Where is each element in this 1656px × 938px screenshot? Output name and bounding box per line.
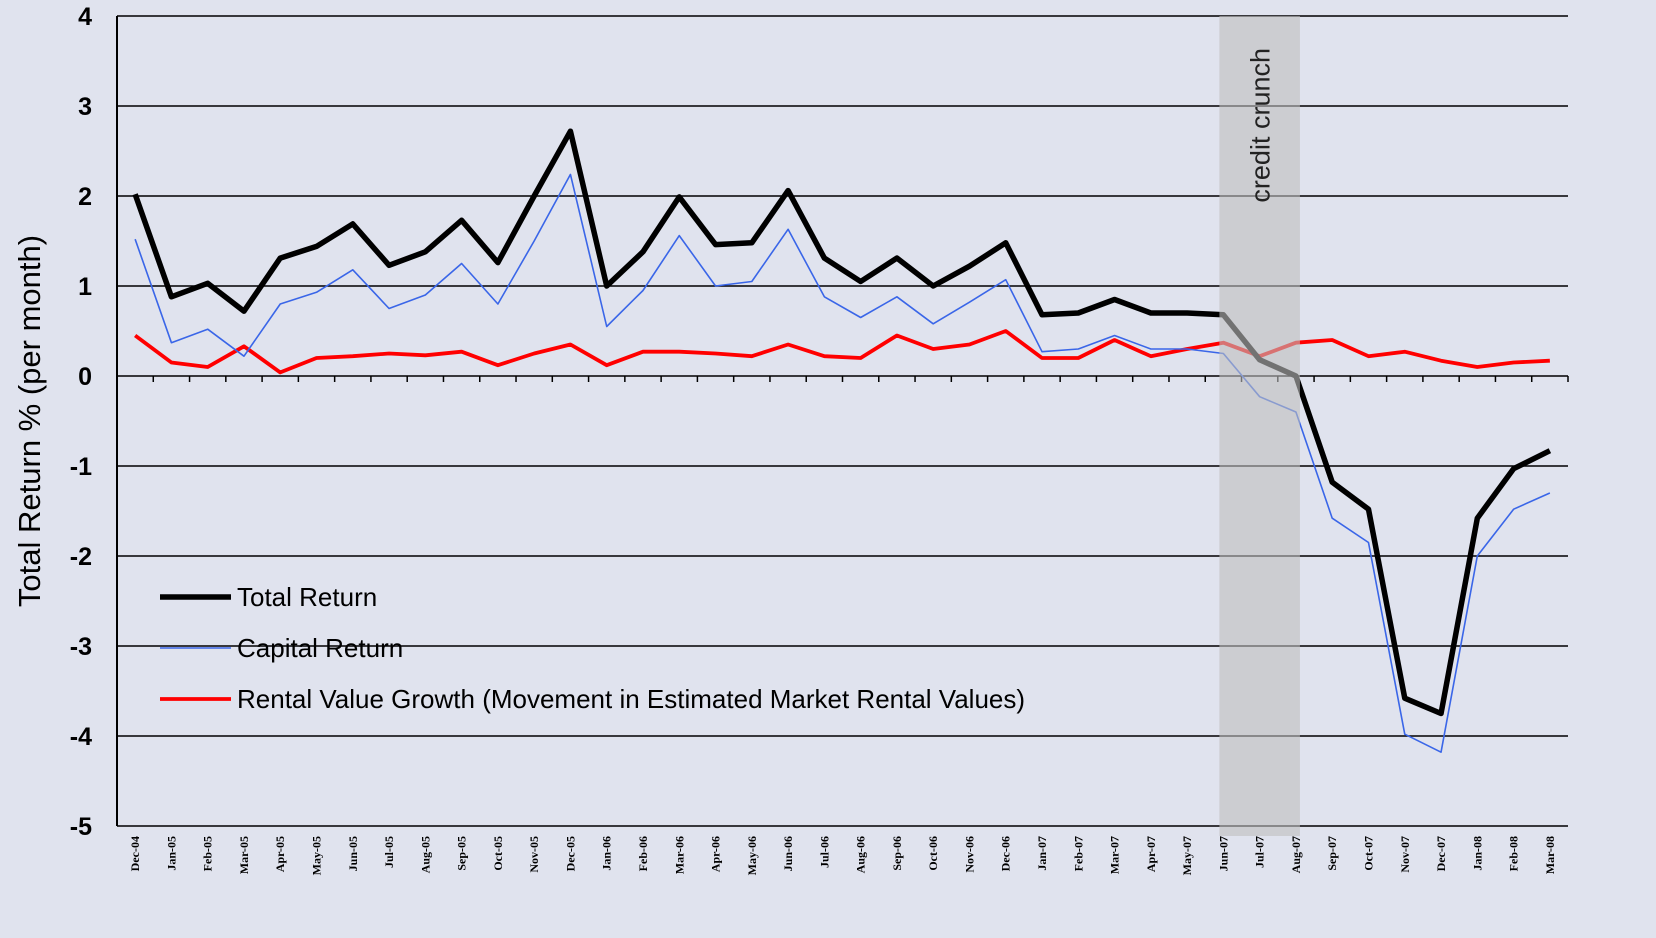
x-tick-label: Sep-07 (1325, 836, 1339, 871)
y-tick-label: 3 (78, 93, 92, 121)
legend-label: Total Return (237, 582, 377, 612)
x-tick-label: Dec-04 (128, 836, 142, 871)
x-tick-label: May-06 (745, 836, 759, 875)
x-tick-label: Jun-07 (1216, 836, 1230, 871)
x-tick-label: Jun-05 (346, 836, 360, 871)
x-tick-label: Jan-05 (164, 836, 178, 871)
x-tick-label: May-05 (310, 836, 324, 875)
y-tick-label: 0 (78, 363, 92, 391)
series-line (134, 173, 1551, 753)
x-tick-label: Oct-06 (926, 836, 940, 871)
y-tick-label: -1 (70, 453, 92, 481)
x-tick-label: Feb-07 (1071, 836, 1085, 871)
series-line (134, 329, 1550, 375)
x-tick-label: Jan-08 (1470, 836, 1484, 871)
x-tick-label: Nov-06 (962, 836, 976, 873)
y-tick-label: 1 (78, 273, 92, 301)
annotation-band (1219, 16, 1300, 836)
x-tick-label: Oct-07 (1361, 836, 1375, 871)
x-tick-label: Apr-06 (709, 836, 723, 872)
x-tick-label: Feb-05 (201, 836, 215, 871)
x-tick-label: Jul-06 (817, 836, 831, 868)
y-tick-label: -2 (70, 543, 92, 571)
legend-label: Rental Value Growth (Movement in Estimat… (237, 684, 1025, 714)
y-tick-label: -5 (70, 813, 92, 841)
x-tick-label: Sep-05 (455, 836, 469, 871)
x-tick-label: Jan-07 (1035, 836, 1049, 871)
x-tick-label: Nov-07 (1398, 836, 1412, 873)
x-tick-label: Dec-07 (1434, 836, 1448, 871)
x-tick-label: Aug-05 (418, 836, 432, 873)
x-tick-label: Apr-07 (1144, 836, 1158, 872)
x-tick-label: Nov-05 (527, 836, 541, 873)
y-axis-title: Total Return % (per month) (12, 235, 47, 607)
annotation-text: credit crunch (1246, 48, 1276, 203)
x-tick-label: Jun-06 (781, 836, 795, 871)
x-tick-label: Feb-06 (636, 836, 650, 871)
y-tick-label: 4 (78, 3, 92, 31)
x-tick-label: Jul-05 (382, 836, 396, 868)
x-tick-label: Aug-06 (854, 836, 868, 873)
x-tick-label: Mar-05 (237, 836, 251, 874)
x-tick-label: Aug-07 (1289, 836, 1303, 873)
legend-label: Capital Return (237, 633, 403, 663)
x-tick-label: Mar-08 (1543, 836, 1557, 874)
x-tick-label: Apr-05 (273, 836, 287, 872)
x-tick-label: Feb-08 (1507, 836, 1521, 871)
y-tick-label: -4 (70, 723, 92, 751)
x-tick-label: Jul-07 (1253, 836, 1267, 868)
x-tick-label: Dec-06 (999, 836, 1013, 871)
x-tick-label: Dec-05 (563, 836, 577, 871)
x-tick-label: Sep-06 (890, 836, 904, 871)
y-tick-label: -3 (70, 633, 92, 661)
x-tick-label: Jan-06 (600, 836, 614, 871)
x-tick-label: May-07 (1180, 836, 1194, 875)
series-line (132, 128, 1552, 717)
x-tick-label: Mar-07 (1108, 836, 1122, 874)
y-tick-label: 2 (78, 183, 92, 211)
x-tick-label: Oct-05 (491, 836, 505, 871)
x-tick-label: Mar-06 (672, 836, 686, 874)
